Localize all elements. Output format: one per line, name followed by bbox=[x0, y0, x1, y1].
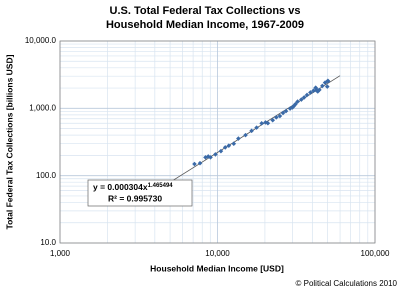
data-point bbox=[236, 136, 241, 141]
data-point bbox=[293, 101, 298, 107]
data-point bbox=[304, 92, 310, 98]
data-point bbox=[325, 78, 331, 84]
data-point bbox=[270, 117, 276, 123]
data-point bbox=[226, 143, 232, 148]
data-point bbox=[205, 154, 211, 159]
data-point bbox=[313, 85, 319, 91]
data-point bbox=[291, 103, 297, 109]
y-tick-label: 10.0 bbox=[40, 238, 56, 247]
data-point bbox=[218, 148, 224, 154]
data-point bbox=[254, 125, 259, 130]
equation-box bbox=[87, 179, 193, 207]
data-point bbox=[222, 145, 228, 150]
data-point bbox=[320, 83, 325, 89]
data-point bbox=[213, 152, 218, 157]
data-point bbox=[208, 155, 213, 160]
data-point bbox=[192, 161, 197, 167]
data-point bbox=[249, 128, 254, 134]
y-tick-label: 1,000.0 bbox=[29, 103, 56, 112]
y-tick-label: 100.0 bbox=[36, 171, 57, 180]
y-axis-label: Total Federal Tax Collections [billions … bbox=[4, 54, 14, 229]
data-point bbox=[280, 110, 286, 116]
credit: © Political Calculations 2010 bbox=[295, 279, 397, 288]
x-tick-label: 1,000 bbox=[50, 249, 71, 258]
x-axis-label: Household Median Income [USD] bbox=[150, 263, 284, 273]
trendline bbox=[169, 75, 341, 183]
data-point bbox=[317, 87, 322, 93]
data-point bbox=[301, 95, 307, 100]
data-point bbox=[277, 113, 283, 119]
chart-title: Household Median Income, 1967-2009 bbox=[106, 19, 304, 31]
x-tick-label: 10,000 bbox=[205, 249, 230, 258]
data-point bbox=[203, 155, 208, 160]
data-point bbox=[231, 141, 237, 147]
data-point bbox=[295, 99, 300, 104]
data-point bbox=[311, 88, 316, 94]
data-point bbox=[259, 121, 264, 126]
r-squared: R² = 0.995730 bbox=[108, 193, 162, 203]
plot-border bbox=[59, 40, 376, 244]
y-tick-label: 10,000.0 bbox=[25, 36, 57, 45]
data-point bbox=[197, 160, 203, 166]
data-point bbox=[265, 120, 271, 126]
data-point bbox=[283, 108, 289, 114]
data-point bbox=[273, 115, 279, 120]
data-point bbox=[308, 90, 313, 95]
chart-title: U.S. Total Federal Tax Collections vs bbox=[110, 5, 301, 17]
x-tick-label: 100,000 bbox=[361, 249, 390, 258]
data-point bbox=[315, 89, 321, 94]
equation: y = 0.000304x1.465494 bbox=[93, 182, 173, 192]
data-point bbox=[324, 84, 330, 89]
data-point bbox=[243, 132, 248, 138]
data-point bbox=[299, 97, 304, 102]
equation-exponent: 1.465494 bbox=[148, 183, 174, 189]
equation-base: y = 0.000304x bbox=[93, 182, 148, 192]
